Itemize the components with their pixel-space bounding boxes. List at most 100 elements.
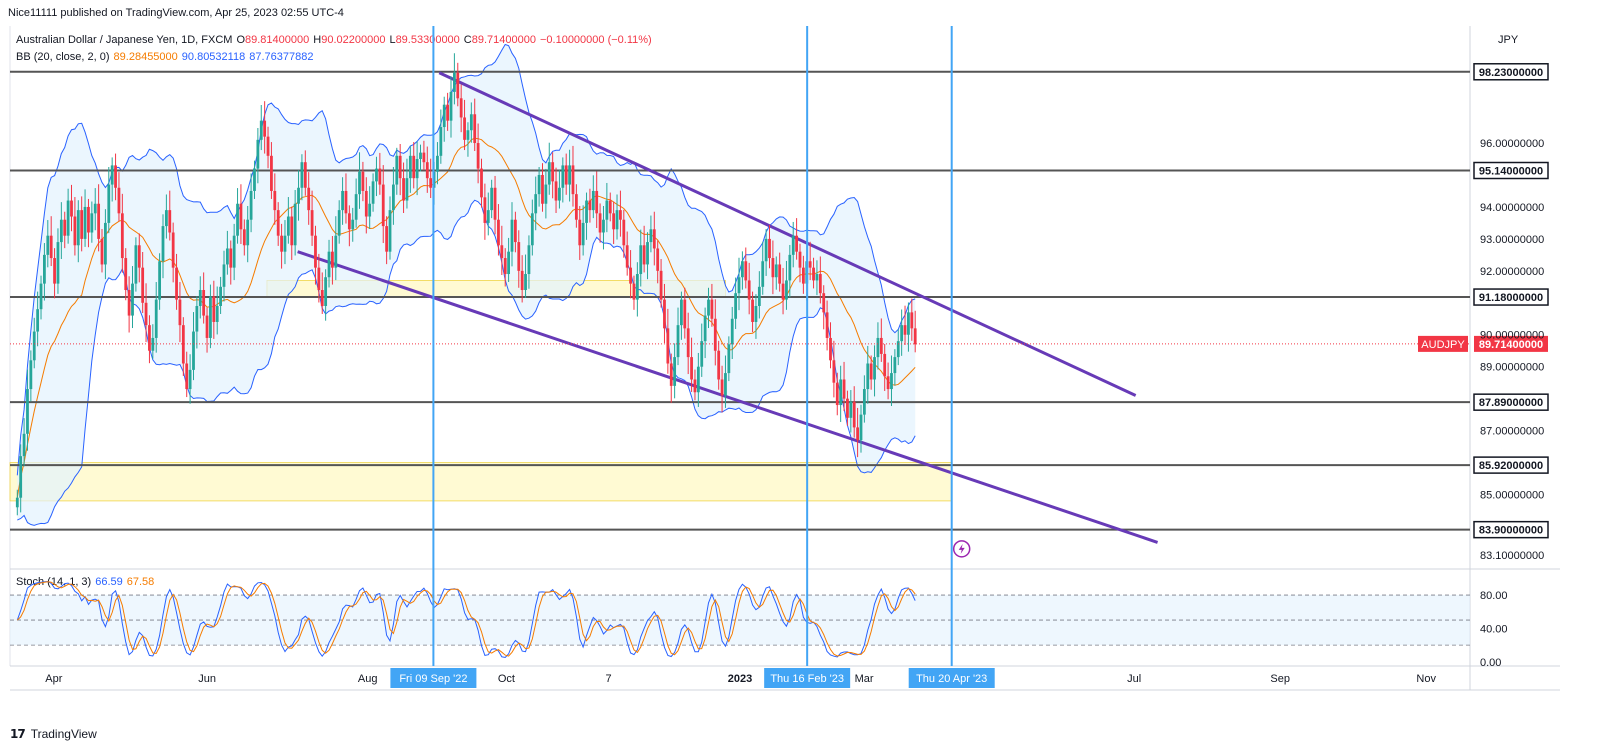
price-tick-label: 93.00000000 xyxy=(1480,234,1544,246)
candle-body xyxy=(842,379,846,399)
price-tick-label: 89.00000000 xyxy=(1480,362,1544,374)
publisher-caption: Nice11111 published on TradingView.com, … xyxy=(8,7,344,19)
candle xyxy=(476,123,480,184)
bb-label: BB (20, close, 2, 0) xyxy=(16,51,110,63)
candle xyxy=(442,96,446,142)
level-label-text: 85.92000000 xyxy=(1479,460,1543,472)
time-tick-label: Apr xyxy=(45,673,62,685)
candle xyxy=(829,322,832,369)
candle xyxy=(761,241,765,295)
candle xyxy=(832,340,836,398)
time-tick-label: Mar xyxy=(855,673,874,685)
candle-body xyxy=(158,261,162,300)
candle-body xyxy=(829,337,832,361)
candle-body xyxy=(300,162,304,188)
candle xyxy=(486,192,490,236)
candle xyxy=(364,177,368,234)
candle xyxy=(375,156,378,197)
candle xyxy=(656,240,660,284)
candle xyxy=(29,350,33,402)
candle xyxy=(154,282,158,353)
candle-body xyxy=(120,213,124,259)
candle-body xyxy=(493,187,497,220)
candle xyxy=(571,145,575,207)
time-tick-label: 2023 xyxy=(728,673,752,685)
candle-body xyxy=(612,213,616,230)
candle xyxy=(879,318,883,362)
candle xyxy=(134,237,138,292)
candle-body xyxy=(724,373,727,396)
candle-body xyxy=(507,251,511,275)
open-value: 89.81400000 xyxy=(245,34,310,46)
candle xyxy=(822,285,826,330)
candle-body xyxy=(513,219,517,243)
symbol-legend: Australian Dollar / Japanese Yen, 1D, FX… xyxy=(16,34,656,46)
candle xyxy=(676,307,680,366)
candle-body xyxy=(436,155,439,172)
candle xyxy=(764,228,768,276)
candle-body xyxy=(466,130,470,140)
candle xyxy=(392,166,395,225)
candle xyxy=(883,344,887,391)
last-price-text: 89.71400000 xyxy=(1479,339,1543,351)
candle xyxy=(500,225,504,275)
candle-body xyxy=(483,197,487,223)
candle-body xyxy=(859,414,863,441)
candle xyxy=(849,390,853,433)
candle xyxy=(103,209,107,280)
stoch-k-line xyxy=(16,580,916,659)
date-marker-box xyxy=(764,668,851,688)
candle-body xyxy=(883,353,887,377)
candle xyxy=(666,308,670,374)
candle-body xyxy=(442,104,446,128)
candle xyxy=(642,225,646,273)
price-tick-label: 85.00000000 xyxy=(1480,490,1544,502)
bb-upper-value: 90.80532118 xyxy=(181,51,246,63)
candle xyxy=(181,317,185,376)
candle xyxy=(839,365,843,422)
candle-body xyxy=(456,72,460,99)
candle-body xyxy=(171,232,175,268)
tradingview-logo[interactable]: 𝟭𝟳 TradingView xyxy=(10,727,97,741)
candle xyxy=(663,283,666,344)
price-tick-label: 83.10000000 xyxy=(1480,550,1544,562)
candle xyxy=(347,205,351,247)
close-label: C xyxy=(463,34,472,46)
candle xyxy=(83,189,87,247)
candle xyxy=(615,194,619,240)
price-tick-label: 90.00000000 xyxy=(1480,330,1544,342)
candle-body xyxy=(632,283,636,300)
candle xyxy=(63,211,67,249)
candle xyxy=(771,240,775,295)
candle-body xyxy=(696,366,700,393)
candle xyxy=(862,375,866,423)
candle xyxy=(757,271,761,319)
candle xyxy=(795,218,799,260)
date-marker-box xyxy=(390,668,477,688)
candle xyxy=(561,157,565,203)
candle-body xyxy=(181,325,185,364)
candle xyxy=(859,404,863,453)
candle-body xyxy=(351,219,355,230)
candle xyxy=(337,200,341,244)
candle xyxy=(402,162,405,214)
candle-body xyxy=(141,267,145,303)
candle-body xyxy=(124,258,128,291)
candle-body xyxy=(551,162,555,182)
candle xyxy=(639,229,643,287)
candle xyxy=(886,362,890,400)
candle xyxy=(913,310,917,353)
price-tick-label: 94.00000000 xyxy=(1480,202,1544,214)
candle-body xyxy=(375,168,378,182)
candle xyxy=(480,158,483,208)
candle-body xyxy=(520,270,524,291)
candle xyxy=(649,215,653,253)
time-tick-label: Nov xyxy=(1416,673,1436,685)
candle xyxy=(744,247,748,289)
support-zone-1 xyxy=(9,462,953,502)
candle-body xyxy=(263,120,267,137)
candle xyxy=(730,306,734,360)
price-tick-label: 87.00000000 xyxy=(1480,426,1544,438)
candle-body xyxy=(727,344,731,374)
